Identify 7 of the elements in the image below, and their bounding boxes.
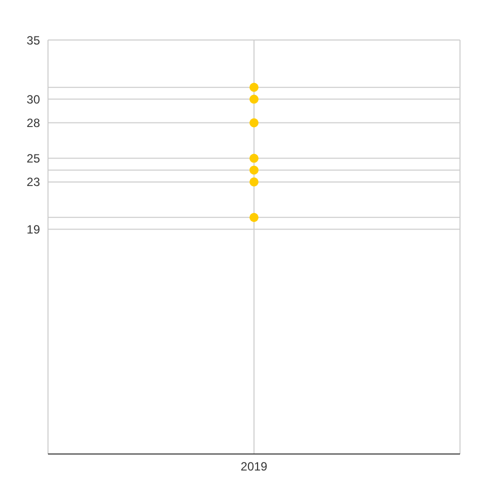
y-tick-label: 28 (26, 116, 40, 130)
x-tick-label: 2019 (240, 460, 268, 474)
y-tick-label: 25 (26, 152, 40, 166)
y-tick-label: 19 (26, 222, 40, 237)
y-tick-label: 23 (26, 175, 40, 190)
y-tick-label: 30 (26, 92, 40, 106)
y-tick-label: 35 (26, 33, 40, 48)
